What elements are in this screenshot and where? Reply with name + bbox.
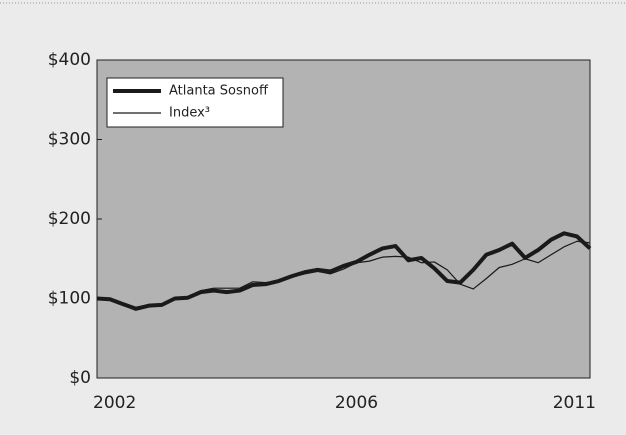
y-tick-label: $400: [48, 50, 91, 70]
y-tick-label: $0: [69, 368, 91, 388]
x-tick-label: 2002: [93, 393, 136, 413]
x-tick-label: 2011: [553, 393, 596, 413]
y-tick-label: $100: [48, 289, 91, 309]
x-tick-label: 2006: [335, 393, 378, 413]
legend-label: Atlanta Sosnoff: [169, 84, 269, 99]
y-tick-label: $300: [48, 130, 91, 150]
legend-box: [106, 77, 284, 128]
series-line: [96, 240, 591, 308]
y-tick-label: $200: [48, 209, 91, 229]
legend-label: Index³: [169, 106, 210, 121]
